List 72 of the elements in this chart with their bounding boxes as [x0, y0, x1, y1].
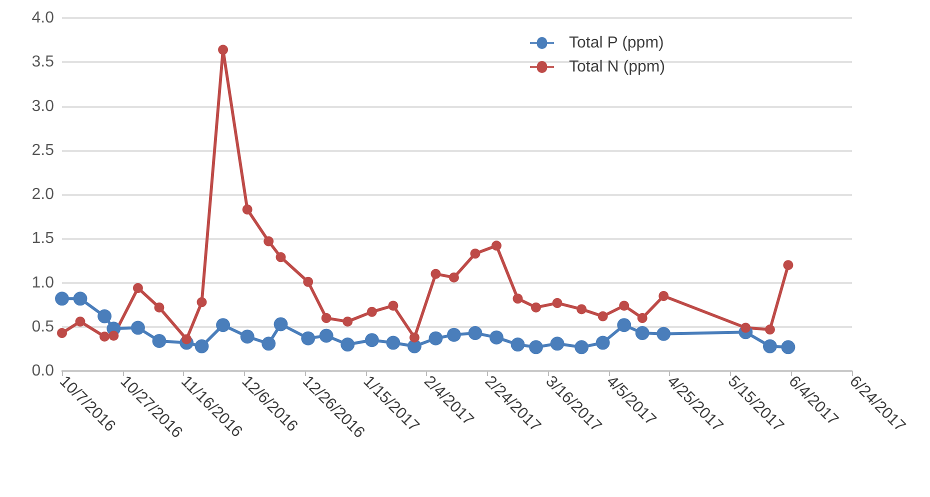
y-tick-label: 3.5	[32, 54, 54, 71]
point	[55, 292, 69, 306]
point	[635, 326, 650, 340]
point	[656, 326, 671, 341]
point	[132, 283, 143, 294]
point	[340, 338, 355, 352]
point	[216, 318, 230, 332]
point	[550, 336, 564, 351]
point	[490, 330, 504, 344]
point	[386, 336, 400, 350]
point	[762, 339, 777, 354]
point	[409, 332, 420, 342]
point	[740, 322, 751, 333]
point	[617, 318, 632, 332]
point	[510, 338, 525, 352]
point	[98, 309, 112, 324]
point	[468, 326, 482, 340]
point	[130, 320, 145, 335]
point	[342, 316, 353, 327]
point	[276, 252, 286, 262]
y-tick-label: 2.5	[32, 142, 54, 159]
point	[321, 313, 332, 324]
point	[552, 298, 562, 308]
legend-label: Total P (ppm)	[569, 34, 664, 52]
point	[637, 313, 648, 324]
point	[574, 340, 589, 354]
point	[152, 334, 166, 348]
point	[598, 311, 608, 322]
y-tick-label: 1.0	[32, 274, 54, 292]
point	[218, 44, 228, 55]
point	[531, 302, 541, 312]
point	[764, 324, 775, 335]
y-tick-label: 0.0	[32, 362, 54, 380]
point	[512, 294, 523, 304]
point	[529, 340, 543, 354]
point	[428, 331, 443, 346]
point	[108, 330, 119, 341]
point	[446, 328, 461, 342]
y-tick-label: 4.0	[32, 10, 54, 26]
point	[264, 236, 274, 246]
point	[388, 300, 398, 311]
point	[57, 328, 67, 338]
point	[73, 292, 88, 306]
point	[262, 336, 276, 351]
y-tick-label: 3.0	[32, 98, 54, 115]
point	[596, 336, 610, 350]
point	[75, 316, 86, 327]
point	[274, 317, 288, 332]
point	[303, 276, 314, 287]
y-tick-label: 2.0	[32, 186, 54, 203]
point	[100, 332, 110, 342]
point	[430, 268, 441, 279]
y-tick-label: 0.5	[32, 318, 54, 336]
point	[240, 330, 254, 344]
point	[196, 297, 207, 308]
point	[470, 248, 480, 259]
point	[576, 304, 587, 314]
legend-label: Total N (ppm)	[569, 58, 666, 76]
point	[194, 339, 209, 354]
point	[366, 306, 377, 317]
point	[448, 272, 459, 282]
point	[492, 240, 502, 251]
point	[301, 331, 316, 346]
point	[783, 260, 794, 270]
point	[781, 340, 796, 354]
point	[619, 300, 630, 311]
point	[242, 204, 252, 214]
y-tick-label: 1.5	[32, 230, 54, 248]
point	[364, 333, 379, 348]
point	[319, 328, 334, 343]
point	[658, 290, 669, 301]
point	[154, 302, 164, 312]
